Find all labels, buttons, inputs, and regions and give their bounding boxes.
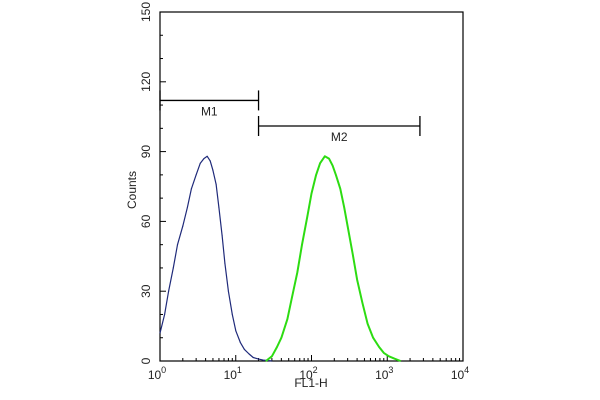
data-point <box>206 155 208 157</box>
data-point <box>186 206 188 208</box>
x-axis-ticks: 100 101 102 103 104 <box>148 355 469 382</box>
data-point <box>306 216 308 218</box>
data-point <box>212 169 214 171</box>
data-point <box>199 162 201 164</box>
data-point <box>235 330 237 332</box>
x-axis-title: FL1-H <box>294 376 327 390</box>
y-tick-label: 120 <box>139 71 153 91</box>
data-point <box>190 188 192 190</box>
data-point <box>164 313 166 316</box>
data-point <box>352 253 354 255</box>
data-point <box>258 358 260 360</box>
data-point <box>172 267 174 269</box>
y-axis-title: Counts <box>125 171 139 209</box>
data-point <box>367 323 369 325</box>
histogram-line-1 <box>159 155 272 362</box>
data-point <box>262 359 264 361</box>
data-point <box>209 160 211 162</box>
plot-frame <box>159 11 464 362</box>
data-point <box>328 158 330 160</box>
data-point <box>372 337 374 339</box>
data-point <box>315 174 317 176</box>
data-point <box>378 346 380 348</box>
data-point <box>195 174 197 176</box>
data-point <box>239 341 241 343</box>
data-point <box>335 174 337 176</box>
data-point <box>339 188 341 190</box>
data-point <box>356 279 358 281</box>
data-point <box>301 244 303 246</box>
marker-label: M2 <box>331 130 348 144</box>
data-point <box>159 332 161 334</box>
data-point <box>243 348 245 350</box>
x-tick-label: 103 <box>375 365 393 382</box>
x-tick-label: 104 <box>451 365 469 382</box>
data-point <box>215 183 217 185</box>
data-point <box>296 272 298 274</box>
data-point <box>231 313 233 316</box>
data-point <box>383 352 385 354</box>
data-point <box>332 165 334 167</box>
data-point <box>276 346 278 348</box>
x-tick-label: 100 <box>148 365 166 382</box>
data-point <box>394 358 396 360</box>
y-tick-label: 0 <box>139 357 153 364</box>
histogram-line-2 <box>265 155 401 362</box>
data-point <box>291 297 293 299</box>
data-point <box>221 234 223 236</box>
data-point <box>271 360 273 362</box>
data-point <box>168 290 170 292</box>
data-point <box>388 355 390 357</box>
x-tick-label: 102 <box>299 365 317 382</box>
data-point <box>176 244 179 246</box>
y-axis-ticks: 0 30 60 90 120 150 <box>139 2 166 364</box>
data-point <box>265 360 267 362</box>
data-point <box>324 155 326 157</box>
histogram-series <box>159 155 402 362</box>
data-point <box>203 158 205 160</box>
data-point <box>182 225 184 227</box>
data-point <box>343 206 345 208</box>
region-markers: M1 M2 <box>159 90 421 144</box>
data-point <box>361 302 363 304</box>
data-point <box>347 225 349 227</box>
data-point <box>252 356 254 359</box>
y-tick-label: 90 <box>139 145 153 159</box>
x-tick-label: 101 <box>224 365 242 382</box>
data-point <box>286 318 288 320</box>
data-point <box>280 337 282 339</box>
data-point <box>400 360 402 362</box>
y-tick-label: 60 <box>139 214 153 228</box>
data-point <box>227 290 229 292</box>
data-point <box>218 206 220 208</box>
data-point <box>248 353 250 355</box>
y-tick-label: 150 <box>139 2 153 22</box>
y-tick-label: 30 <box>139 284 153 298</box>
data-point <box>319 162 321 164</box>
data-point <box>224 262 226 264</box>
data-point <box>271 355 273 357</box>
data-point <box>310 192 313 195</box>
marker-label: M1 <box>201 104 218 118</box>
